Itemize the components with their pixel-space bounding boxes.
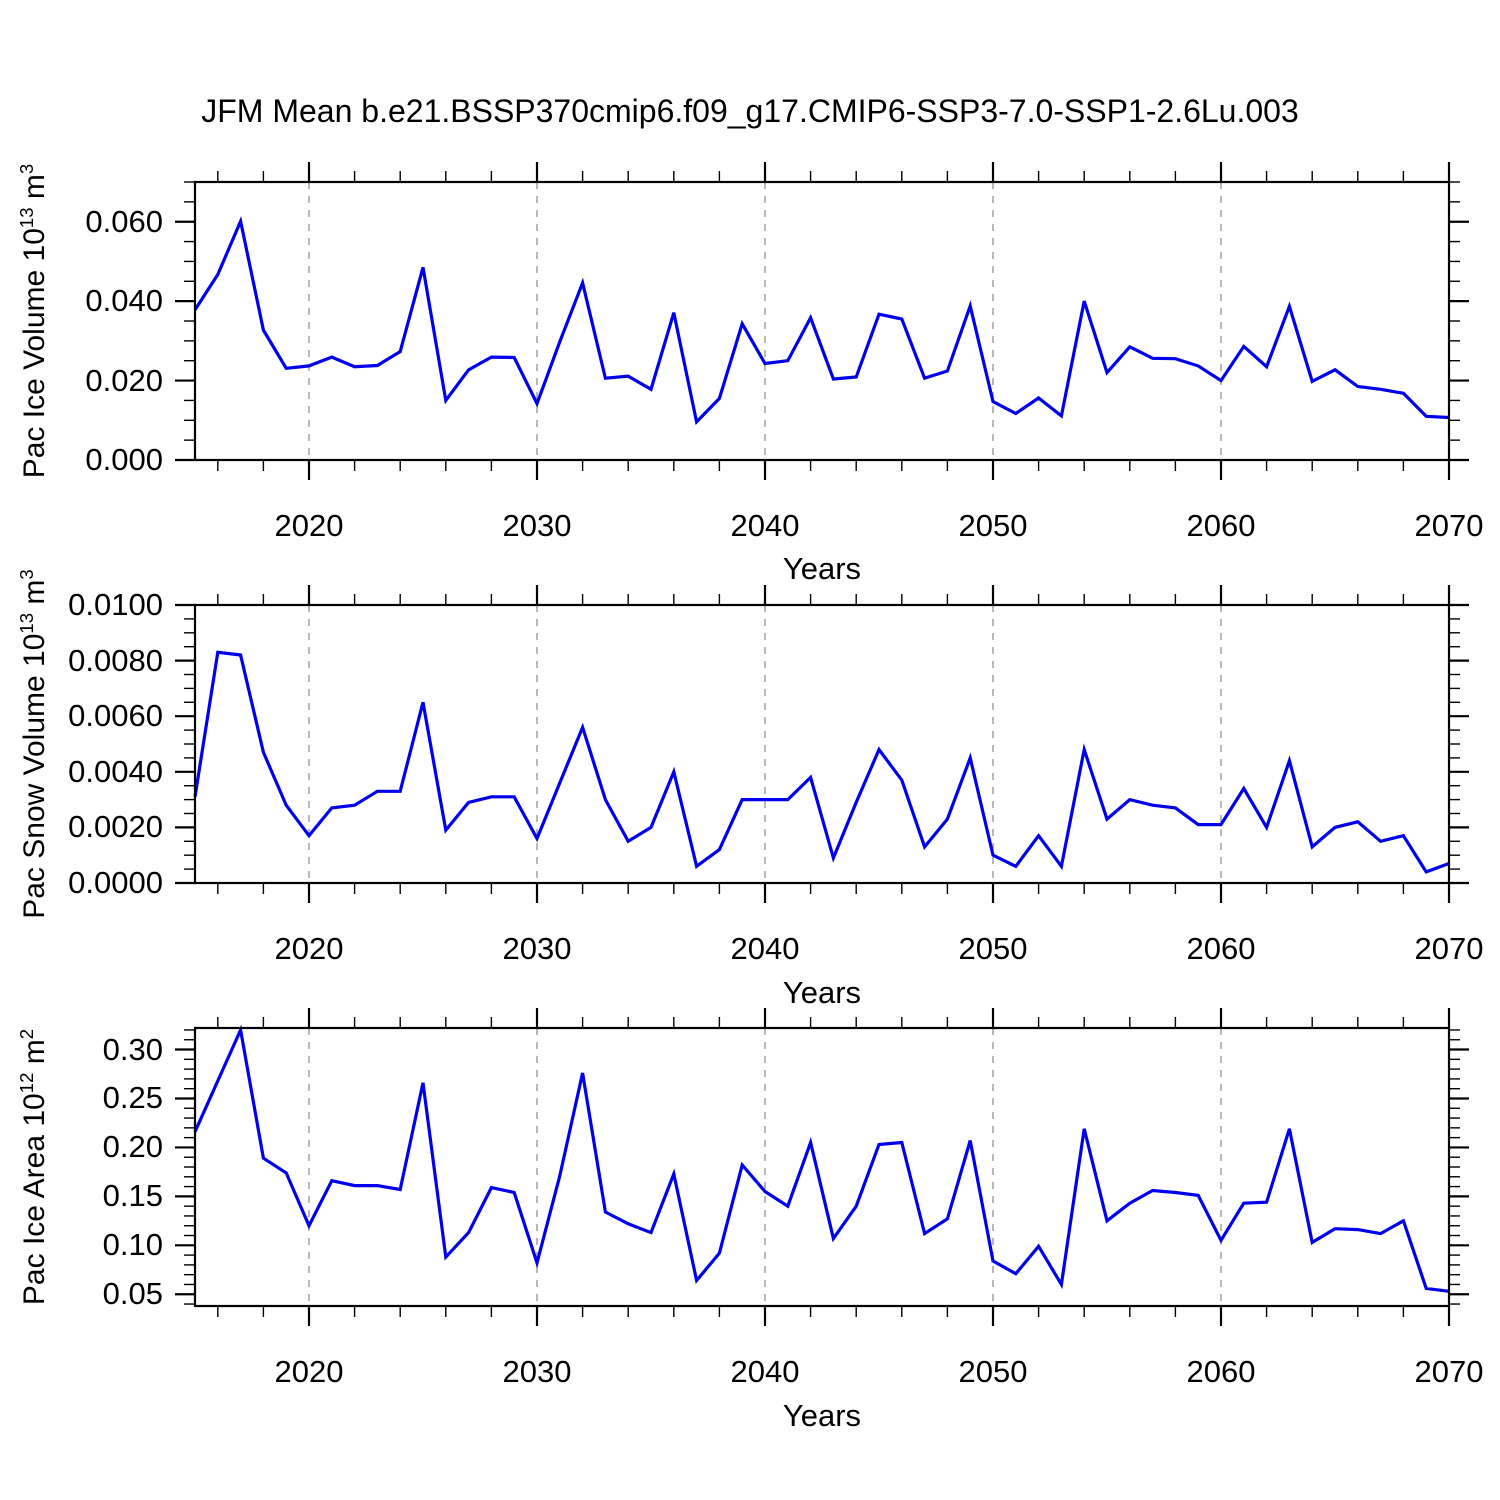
y-tick-label: 0.0060 bbox=[68, 698, 163, 734]
x-tick-label: 2030 bbox=[502, 931, 572, 966]
y-tick-label: 0.20 bbox=[102, 1129, 163, 1165]
x-tick-label: 2060 bbox=[1186, 1354, 1256, 1389]
pac-snow-volume-series-line bbox=[193, 650, 1450, 874]
y-tick-label: 0.05 bbox=[102, 1276, 163, 1312]
x-tick-label: 2050 bbox=[958, 508, 1028, 543]
y-tick-label: 0.060 bbox=[85, 203, 163, 239]
y-tick-label: 0.020 bbox=[85, 362, 163, 398]
x-tick-label: 2020 bbox=[274, 1354, 344, 1389]
y-tick-label: 0.15 bbox=[102, 1178, 163, 1214]
y-axis-label-unit-exponent: 3 bbox=[16, 163, 37, 175]
x-axis-title: Years bbox=[782, 551, 862, 586]
x-tick-label: 2020 bbox=[274, 508, 344, 543]
y-tick-label: 0.30 bbox=[102, 1031, 163, 1067]
x-tick-label: 2030 bbox=[502, 1354, 572, 1389]
y-tick-label: 0.0040 bbox=[68, 753, 163, 789]
x-tick-label: 2050 bbox=[958, 1354, 1028, 1389]
pac-ice-volume-series-line bbox=[193, 216, 1450, 426]
y-tick-label: 0.10 bbox=[102, 1227, 163, 1263]
y-axis-label-unit-exponent: 3 bbox=[16, 569, 37, 580]
x-tick-label: 2070 bbox=[1414, 508, 1484, 543]
x-tick-label: 2030 bbox=[502, 508, 572, 543]
x-tick-label: 2070 bbox=[1414, 931, 1484, 966]
x-tick-label: 2040 bbox=[730, 1354, 800, 1389]
y-tick-label: 0.0020 bbox=[68, 809, 163, 845]
y-axis-label-pac-ice-area: Pac Ice Area 1012 m2 bbox=[16, 1029, 52, 1305]
x-axis-title: Years bbox=[782, 975, 862, 1010]
x-tick-label: 2050 bbox=[958, 931, 1028, 966]
panel-frame bbox=[193, 180, 1451, 462]
x-tick-label: 2060 bbox=[1186, 931, 1256, 966]
x-axis-title: Years bbox=[782, 1398, 862, 1433]
y-tick-label: 0.25 bbox=[102, 1080, 163, 1116]
panel-frame bbox=[193, 1026, 1451, 1308]
x-tick-label: 2040 bbox=[730, 508, 800, 543]
x-tick-label: 2060 bbox=[1186, 508, 1256, 543]
panel-frame bbox=[193, 603, 1451, 885]
pac-ice-area-series-line bbox=[193, 1024, 1450, 1293]
x-tick-label: 2040 bbox=[730, 931, 800, 966]
y-tick-label: 0.000 bbox=[85, 442, 163, 477]
y-axis-label-text: Pac Ice Volume 10 bbox=[18, 228, 51, 479]
y-axis-label-unit: m bbox=[18, 174, 51, 208]
y-tick-label: 0.0100 bbox=[68, 587, 163, 622]
y-tick-label: 0.040 bbox=[85, 283, 163, 319]
x-tick-label: 2020 bbox=[274, 931, 344, 966]
y-tick-label: 0.0080 bbox=[68, 642, 163, 678]
figure-title: JFM Mean b.e21.BSSP370cmip6.f09_g17.CMIP… bbox=[201, 93, 1299, 129]
y-tick-label: 0.0000 bbox=[68, 865, 163, 900]
x-tick-label: 2070 bbox=[1414, 1354, 1484, 1389]
